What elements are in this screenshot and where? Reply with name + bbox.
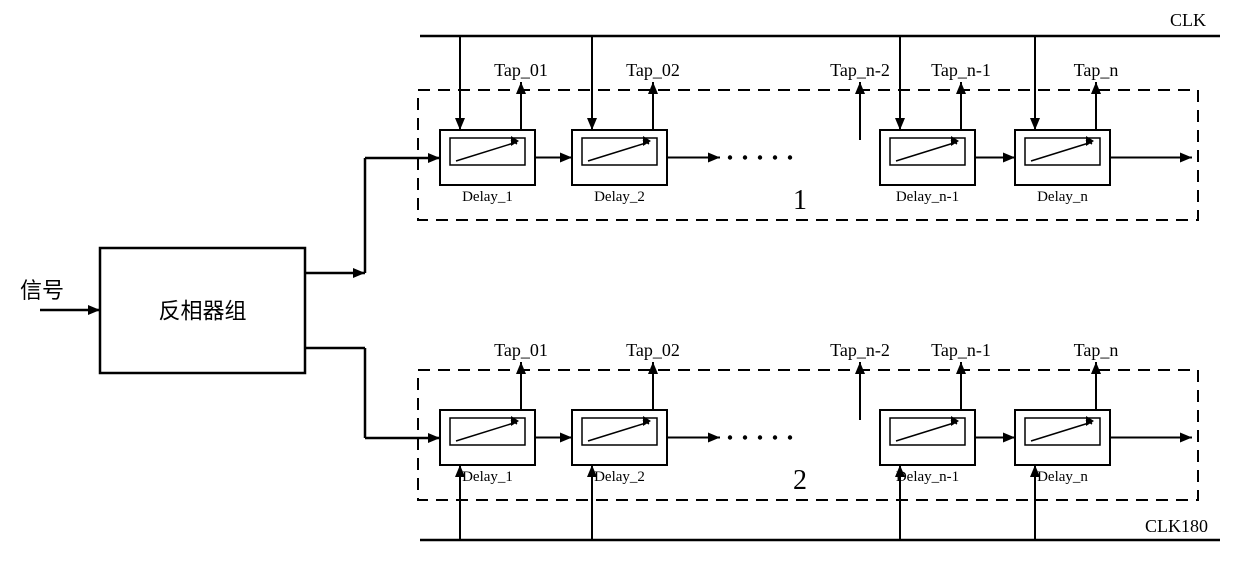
tap-label: Tap_n: [1074, 340, 1119, 360]
region-number: 1: [793, 185, 807, 216]
tap-label: Tap_02: [626, 340, 680, 360]
tap-label: Tap_n-2: [830, 60, 890, 80]
delay-label: Delay_2: [594, 469, 645, 485]
tap-label: Tap_01: [494, 340, 548, 360]
tap-label: Tap_n-1: [931, 60, 991, 80]
input-signal-label: 信号: [20, 278, 64, 303]
region-number: 2: [793, 465, 807, 496]
delay-label: Delay_n-1: [896, 469, 959, 485]
delay-label: Delay_1: [462, 189, 513, 205]
tap-label: Tap_n-1: [931, 340, 991, 360]
delay-label: Delay_n: [1037, 469, 1088, 485]
tap-label: Tap_02: [626, 60, 680, 80]
inverter-block-label: 反相器组: [158, 299, 246, 324]
clk180-label: CLK180: [1145, 516, 1208, 536]
delay-label: Delay_n-1: [896, 189, 959, 205]
delay-label: Delay_1: [462, 469, 513, 485]
clk-label: CLK: [1170, 10, 1206, 30]
delay-label: Delay_2: [594, 189, 645, 205]
block-diagram: CLK CLK180 信号反相器组 1 Delay_1 Tap_01 Delay_2 Tap_…: [0, 0, 1240, 563]
tap-label: Tap_n-2: [830, 340, 890, 360]
tap-label: Tap_01: [494, 60, 548, 80]
delay-label: Delay_n: [1037, 189, 1088, 205]
tap-label: Tap_n: [1074, 60, 1119, 80]
